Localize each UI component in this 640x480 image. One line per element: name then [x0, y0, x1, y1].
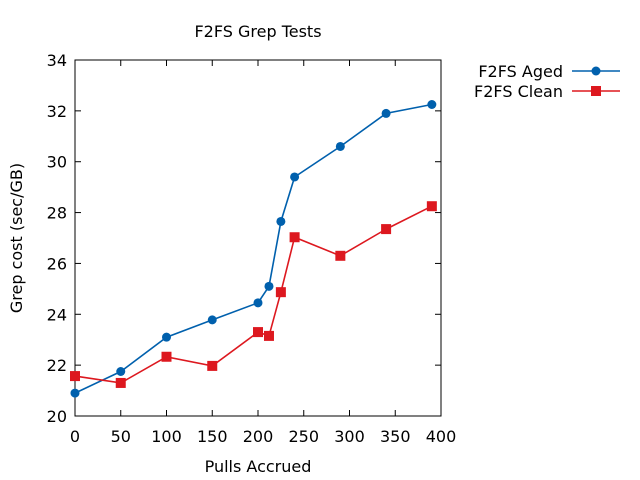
legend-label-f2fs-clean: F2FS Clean [474, 82, 563, 101]
data-point-f2fs-aged [427, 100, 437, 109]
data-point-f2fs-clean [207, 360, 218, 371]
data-point-f2fs-clean [335, 250, 346, 261]
x-tick-label: 50 [111, 427, 131, 446]
data-point-f2fs-clean [381, 224, 392, 235]
data-point-f2fs-aged [381, 108, 391, 118]
y-tick-label: 34 [47, 51, 67, 70]
data-point-f2fs-clean [426, 201, 437, 212]
series-line-f2fs-aged [74, 103, 432, 394]
data-point-f2fs-aged [253, 298, 263, 308]
data-point-f2fs-clean [289, 232, 300, 243]
y-tick-label: 28 [47, 204, 67, 223]
data-point-f2fs-clean [115, 377, 126, 388]
y-tick-label: 24 [47, 305, 67, 324]
y-tick-label: 32 [47, 102, 67, 121]
y-tick-label: 30 [47, 153, 67, 172]
series-line-f2fs-clean [74, 205, 433, 384]
y-axis-label: Grep cost (sec/GB) [7, 163, 26, 313]
y-tick-label: 26 [47, 254, 67, 273]
chart-title: F2FS Grep Tests [194, 22, 321, 41]
x-axis-label: Pulls Accrued [205, 457, 312, 476]
x-tick-label: 350 [380, 427, 411, 446]
data-point-f2fs-clean [275, 287, 286, 298]
legend-label-f2fs-aged: F2FS Aged [478, 62, 563, 81]
legend-marker-f2fs-clean [591, 86, 601, 96]
x-tick-label: 200 [243, 427, 274, 446]
y-tick-label: 22 [47, 356, 67, 375]
x-tick-label: 150 [197, 427, 228, 446]
x-tick-label: 400 [426, 427, 457, 446]
data-point-f2fs-clean [253, 327, 263, 338]
data-point-f2fs-clean [161, 351, 172, 362]
x-tick-label: 300 [334, 427, 365, 446]
x-tick-label: 250 [288, 427, 319, 446]
y-tick-label: 20 [47, 407, 67, 426]
data-point-f2fs-aged [290, 172, 300, 182]
data-point-f2fs-aged [207, 315, 217, 325]
data-point-f2fs-aged [116, 367, 126, 376]
data-point-f2fs-aged [276, 216, 286, 226]
data-point-f2fs-aged [162, 332, 171, 342]
data-point-f2fs-clean [263, 330, 274, 341]
data-point-f2fs-clean [70, 371, 80, 382]
data-point-f2fs-aged [335, 141, 345, 151]
x-tick-label: 100 [151, 427, 182, 446]
x-tick-label: 0 [70, 427, 80, 446]
legend-marker-f2fs-aged [591, 66, 601, 76]
data-point-f2fs-aged [264, 281, 274, 291]
data-point-f2fs-aged [70, 388, 80, 398]
plot-area: 0 50 100 150 200 250 300 350 400 20 22 24 26 28 30 32 34 [47, 51, 457, 446]
